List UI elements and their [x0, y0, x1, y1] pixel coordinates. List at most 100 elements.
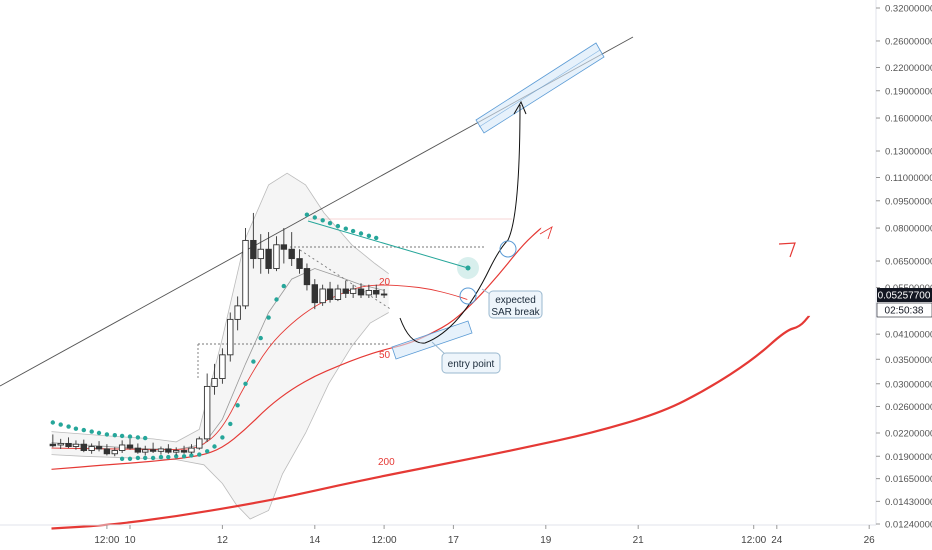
price-tick-label: 0.11000000	[885, 173, 932, 184]
time-tick-label: 12	[217, 535, 229, 546]
candle-body	[49, 443, 57, 447]
candle-body	[88, 446, 95, 451]
price-tick-label: 0.03500000	[885, 355, 932, 366]
candle	[319, 284, 326, 306]
candle-body	[149, 449, 157, 452]
sar-dot	[181, 454, 187, 459]
time-tick-label: 10	[124, 535, 136, 546]
sar-dot	[228, 421, 233, 427]
price-tick-label: 0.01240000	[885, 520, 932, 531]
candle-body	[180, 450, 188, 453]
candle	[180, 445, 188, 454]
price-tick-label: 0.19000000	[885, 86, 932, 97]
price-tick-label: 0.32000000	[885, 4, 932, 15]
sar-dot	[96, 430, 102, 436]
candle	[111, 447, 118, 457]
time-tick-label: 12:00	[372, 535, 397, 546]
candle-body	[203, 385, 211, 440]
candle-body	[111, 450, 118, 455]
candle-body	[357, 288, 365, 296]
time-axis[interactable]: 12:00 10 12 14 12:00 17 19 21 12:00 24 26	[0, 524, 876, 546]
sar-callout-pointer	[481, 288, 491, 295]
candle	[342, 280, 349, 298]
sar-dot	[197, 452, 202, 457]
current-price-badge: 0.05257700 02:50:38	[876, 288, 932, 318]
sar-dot	[58, 422, 63, 427]
candle	[149, 442, 157, 453]
candle-body	[273, 244, 280, 269]
sar-dot	[119, 456, 125, 461]
candle	[250, 212, 257, 269]
price-tick-label: 0.26000000	[885, 36, 932, 47]
candle	[157, 446, 165, 455]
projection-layer	[307, 42, 605, 360]
sar-dot	[366, 233, 372, 238]
candle-body	[65, 442, 72, 447]
candle-body	[380, 293, 388, 296]
sar-dot	[205, 449, 210, 454]
sar-callout-line1: expected	[495, 295, 536, 306]
sar-dot	[374, 235, 379, 241]
entry-callout-label: entry point	[448, 359, 495, 370]
sar-dot	[158, 454, 164, 460]
sar-dot	[320, 218, 325, 223]
candle	[257, 234, 264, 274]
candle-body	[219, 354, 226, 379]
ma-50-line	[51, 227, 542, 470]
sar-dot	[243, 381, 248, 386]
candle	[134, 443, 142, 454]
candle-body	[80, 443, 88, 451]
time-tick-label: 19	[540, 535, 552, 546]
ma-20-label: 20	[379, 277, 391, 288]
price-tick-label: 0.06500000	[885, 257, 932, 268]
candle	[72, 440, 80, 450]
candle-body	[118, 444, 126, 451]
candle	[57, 438, 64, 449]
candle-body	[196, 438, 203, 449]
parabolic-sar-layer	[50, 212, 379, 461]
price-tick-label: 0.22000000	[885, 63, 932, 74]
sar-dot	[251, 359, 256, 364]
sar-dot	[274, 297, 279, 302]
ma-200-line	[51, 315, 811, 530]
price-axis[interactable]: 0.32000000 0.26000000 0.22000000 0.19000000…	[875, 0, 932, 531]
bollinger-fill	[51, 173, 389, 519]
price-tick-label: 0.01650000	[885, 474, 932, 485]
sar-dot	[135, 455, 141, 461]
candle-body	[242, 239, 249, 307]
candle	[103, 444, 111, 456]
candle	[334, 284, 342, 302]
ma-50-label: 50	[379, 350, 391, 361]
candle-body	[365, 289, 373, 296]
sar-dot	[112, 433, 118, 438]
price-tick-label: 0.08000000	[885, 224, 932, 235]
projected-path-arrowhead	[513, 100, 527, 115]
candle-body	[326, 288, 334, 300]
candle	[303, 263, 311, 291]
candle-body	[211, 378, 218, 387]
price-tick-label: 0.01430000	[885, 497, 932, 508]
time-tick-label: 12:00	[741, 535, 766, 546]
time-tick-label: 12:00	[94, 535, 119, 546]
current-price-label: 0.05257700	[878, 291, 931, 302]
candle	[365, 284, 373, 298]
candle-body	[257, 248, 264, 260]
entry-callout-pointer	[431, 341, 447, 356]
sar-dot	[235, 403, 240, 408]
price-tick-label: 0.13000000	[885, 146, 932, 157]
candle-body	[303, 268, 311, 286]
sar-dot	[143, 455, 148, 461]
sar-dot	[174, 454, 179, 459]
price-tick-label: 0.02600000	[885, 402, 932, 413]
candle-body	[165, 448, 172, 453]
candle	[203, 373, 211, 442]
candle	[65, 437, 72, 449]
candle-body	[134, 447, 142, 453]
candle-body	[319, 288, 326, 304]
candle	[172, 447, 180, 456]
candle	[373, 284, 380, 298]
target-circle-marker	[499, 240, 517, 258]
